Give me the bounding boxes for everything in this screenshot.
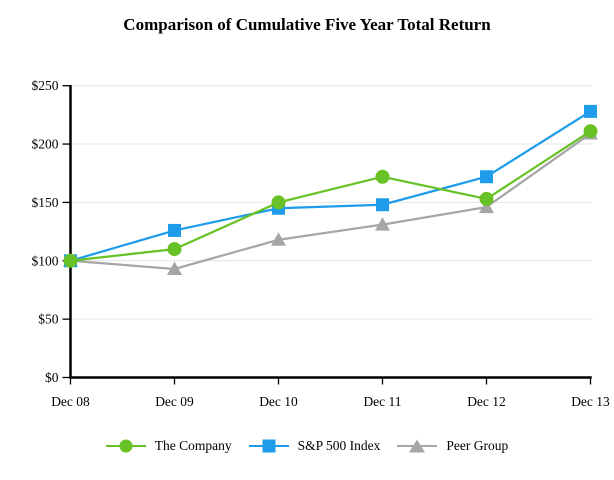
legend-label: The Company bbox=[154, 438, 232, 453]
legend-item-peer-group: Peer Group bbox=[397, 438, 508, 454]
legend-swatch bbox=[397, 438, 438, 454]
legend-label: S&P 500 Index bbox=[297, 438, 381, 453]
data-point-circle-the-company bbox=[583, 124, 598, 139]
legend-label: Peer Group bbox=[446, 438, 509, 453]
chart-legend: The Company S&P 500 Index Peer Group bbox=[0, 433, 614, 459]
chart-canvas: $0 $50 $100 $150 $200 $250 Dec 08 Dec 09 Dec 10 D… bbox=[32, 78, 611, 409]
square-marker-icon bbox=[262, 439, 276, 453]
legend-swatch bbox=[105, 438, 146, 454]
y-axis-tick-label: $150 bbox=[32, 195, 59, 210]
circle-marker-icon bbox=[119, 439, 133, 453]
legend-item-sp500-index: S&P 500 Index bbox=[248, 438, 381, 454]
x-axis-tick-label: Dec 10 bbox=[259, 394, 298, 409]
legend-item-the-company: The Company bbox=[105, 438, 232, 454]
y-axis-tick-label: $50 bbox=[38, 312, 59, 327]
data-point-square-s-p-500-index bbox=[480, 170, 493, 184]
data-point-triangle-peer-group bbox=[479, 199, 494, 214]
x-axis-tick-label: Dec 13 bbox=[571, 394, 610, 409]
series-line-the-company bbox=[70, 130, 592, 262]
y-axis-tick-label: $100 bbox=[32, 253, 59, 268]
data-point-triangle-peer-group bbox=[375, 217, 390, 231]
chart-title: Comparison of Cumulative Five Year Total… bbox=[123, 15, 491, 34]
legend-swatch bbox=[248, 438, 289, 454]
series-line-s-p-500-index bbox=[70, 110, 592, 262]
x-axis-tick-label: Dec 08 bbox=[51, 394, 90, 409]
y-axis-tick-label: $250 bbox=[32, 78, 59, 93]
triangle-marker-icon bbox=[409, 439, 426, 453]
data-point-square-s-p-500-index bbox=[584, 104, 597, 118]
x-axis-tick-label: Dec 11 bbox=[363, 394, 401, 409]
data-point-circle-the-company bbox=[63, 253, 78, 268]
y-axis-tick-label: $0 bbox=[45, 370, 59, 385]
data-point-circle-the-company bbox=[375, 169, 390, 184]
data-point-triangle-peer-group bbox=[271, 232, 286, 246]
x-axis-tick-label: Dec 12 bbox=[467, 394, 506, 409]
data-point-square-s-p-500-index bbox=[168, 223, 181, 237]
y-axis-tick-label: $200 bbox=[32, 137, 59, 152]
data-point-circle-the-company bbox=[167, 242, 182, 257]
data-point-circle-the-company bbox=[271, 195, 286, 210]
data-point-circle-the-company bbox=[479, 191, 494, 206]
data-point-square-s-p-500-index bbox=[376, 198, 389, 212]
series-line-peer-group bbox=[70, 132, 592, 271]
data-point-triangle-peer-group bbox=[167, 261, 182, 275]
x-axis-tick-label: Dec 09 bbox=[155, 394, 194, 409]
